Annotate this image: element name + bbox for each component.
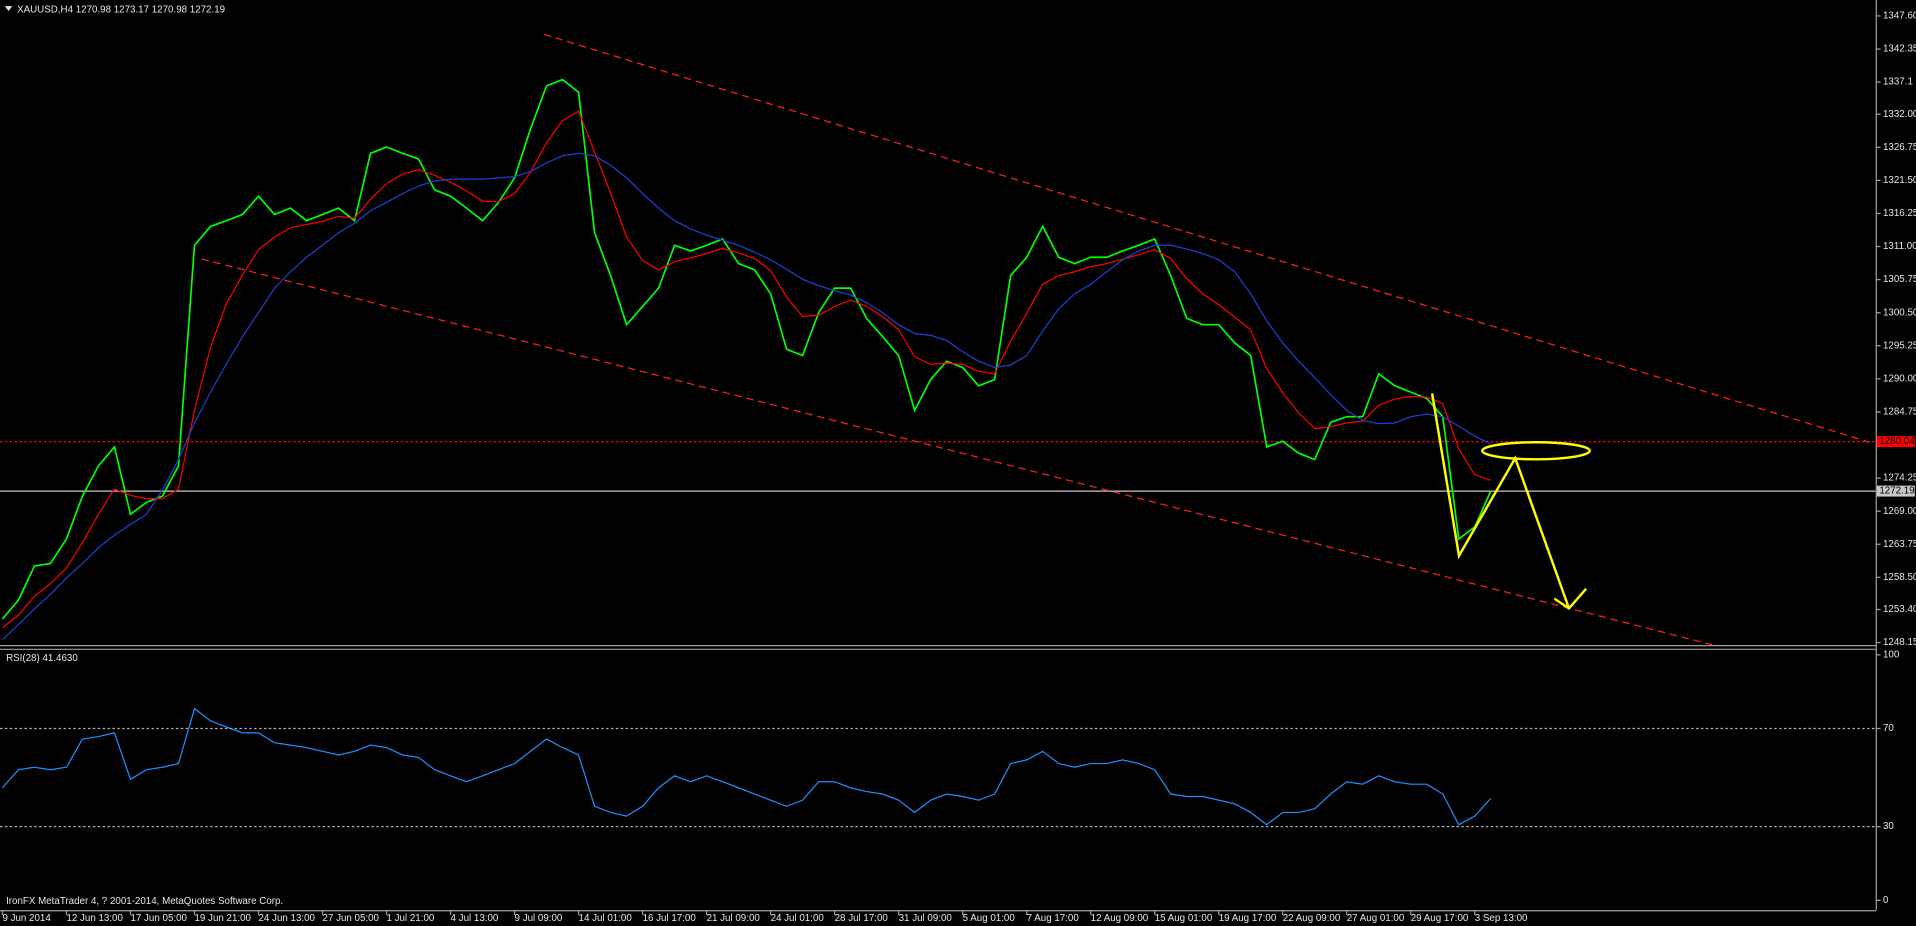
x-tick-label: 12 Jun 13:00 (66, 913, 123, 924)
y-tick-label: 1263.75 (1883, 539, 1916, 550)
x-tick-label: 29 Aug 17:00 (1411, 913, 1469, 924)
x-tick-label: 9 Jul 09:00 (515, 913, 563, 924)
x-tick-label: 14 Jul 01:00 (579, 913, 633, 924)
x-tick-label: 22 Aug 09:00 (1283, 913, 1341, 924)
x-tick-label: 7 Aug 17:00 (1027, 913, 1080, 924)
moving-average (2, 110, 1491, 629)
x-tick-label: 4 Jul 13:00 (451, 913, 499, 924)
y-tick-label: 1347.60 (1883, 11, 1916, 22)
arrow-head (1553, 588, 1587, 610)
frame (0, 0, 1877, 912)
price-line (1, 78, 1492, 620)
x-tick-label: 21 Jul 09:00 (707, 913, 761, 924)
y-tick-label: 1332.00 (1883, 109, 1916, 120)
price-level-label: 1272.19 (1879, 486, 1914, 497)
y-tick-label: 1274.25 (1883, 473, 1916, 484)
x-tick-label: 28 Jul 17:00 (835, 913, 889, 924)
y-tick-label: 1311.00 (1883, 241, 1916, 252)
y-tick-label: 100 (1883, 649, 1900, 660)
y-tick-label: 1248.15 (1883, 637, 1916, 648)
y-tick-label: 1342.35 (1883, 44, 1916, 55)
y-tick-label: 1321.50 (1883, 175, 1916, 186)
x-tick-label: 19 Jun 21:00 (194, 913, 251, 924)
menu-triangle (4, 6, 13, 11)
y-tick-label: 1290.00 (1883, 373, 1916, 384)
x-tick-label: 24 Jul 01:00 (771, 913, 825, 924)
x-tick-label: 3 Sep 13:00 (1475, 913, 1528, 924)
x-tick-label: 19 Aug 17:00 (1219, 913, 1277, 924)
x-tick-label: 27 Aug 01:00 (1347, 913, 1405, 924)
y-tick-label: 1284.75 (1883, 407, 1916, 418)
target-ellipse (1480, 441, 1591, 461)
drawings (201, 33, 1870, 646)
x-tick-label: 16 Jul 17:00 (643, 913, 697, 924)
moving-average (2, 152, 1492, 641)
x-tick-label: 1 Jul 21:00 (387, 913, 435, 924)
price-level-label: 1280.04 (1879, 436, 1915, 447)
y-tick-label: 70 (1883, 723, 1894, 734)
forecast-path (1430, 393, 1571, 609)
x-tick-label: 15 Aug 01:00 (1155, 913, 1213, 924)
price-level-tag (1876, 436, 1915, 448)
x-tick-label: 9 Jun 2014 (2, 913, 51, 924)
y-tick-label: 1253.40 (1883, 604, 1916, 615)
y-tick-label: 1258.50 (1883, 572, 1916, 583)
copyright: IronFX MetaTrader 4, ? 2001-2014, MetaQu… (6, 896, 283, 907)
y-tick-label: 1337.1 (1883, 77, 1913, 88)
y-tick-label: 30 (1883, 821, 1894, 832)
price-level-tag (1876, 485, 1915, 497)
y-tick-label: 1300.50 (1883, 307, 1916, 318)
x-tick-label: 5 Aug 01:00 (963, 913, 1016, 924)
channel-lower (201, 258, 1714, 646)
x-tick-label: 31 Jul 09:00 (899, 913, 953, 924)
rsi-line (1, 707, 1492, 826)
y-tick-label: 1295.25 (1883, 340, 1916, 351)
y-tick-label: 0 (1883, 895, 1889, 906)
y-tick-label: 1269.00 (1883, 506, 1916, 517)
x-tick-label: 27 Jun 05:00 (323, 913, 380, 924)
y-tick-label: 1305.75 (1883, 274, 1916, 285)
x-tick-label: 12 Aug 09:00 (1091, 913, 1149, 924)
indicator-title: RSI(28) 41.4630 (6, 653, 78, 664)
chart-title: XAUUSD,H4 1270.98 1273.17 1270.98 1272.1… (17, 4, 225, 15)
y-tick-label: 1316.25 (1883, 208, 1916, 219)
x-tick-label: 24 Jun 13:00 (258, 913, 315, 924)
x-tick-label: 17 Jun 05:00 (130, 913, 187, 924)
y-tick-label: 1326.75 (1883, 142, 1916, 153)
